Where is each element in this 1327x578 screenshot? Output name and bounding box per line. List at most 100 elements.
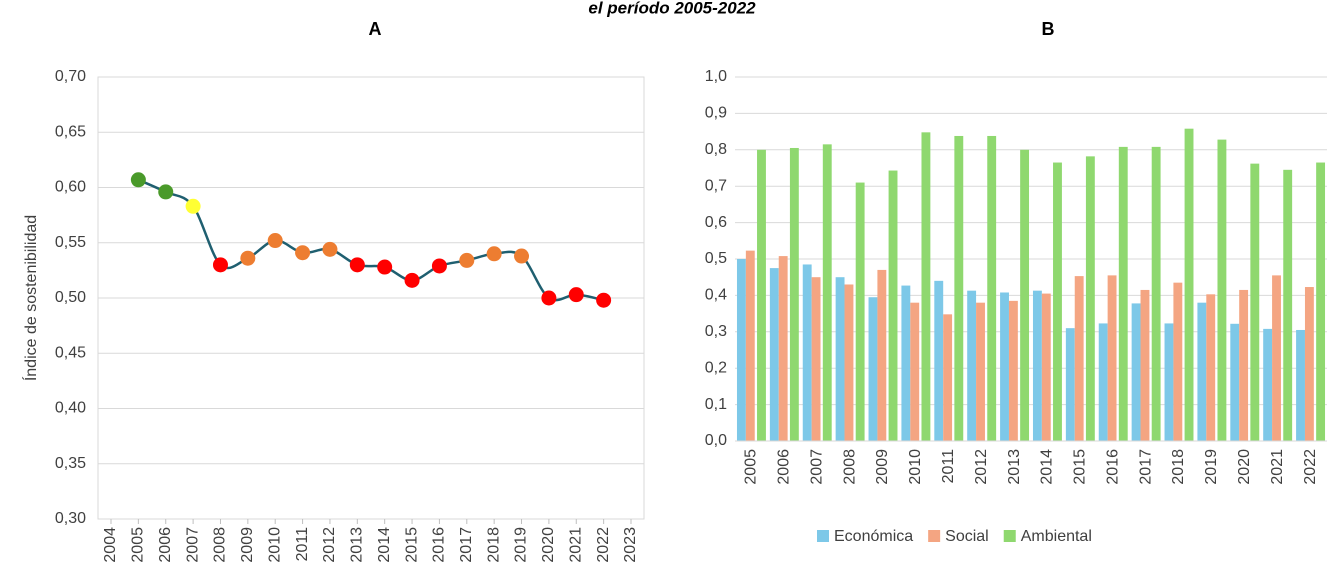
bar <box>976 302 985 441</box>
point <box>486 246 502 262</box>
point <box>267 233 283 249</box>
point <box>377 259 393 275</box>
x-tick-label: 2020 <box>540 527 557 563</box>
bar <box>1239 289 1249 441</box>
bar <box>1230 323 1240 441</box>
x-tick-label: 2012 <box>321 527 338 563</box>
y-tick-label: 0,45 <box>55 344 86 361</box>
y-tick-label: 0,55 <box>55 234 86 251</box>
bar <box>943 314 953 441</box>
bar <box>1272 275 1281 441</box>
y-tick-label: 0,65 <box>55 123 86 140</box>
point <box>240 250 256 266</box>
x-tick-label: 2014 <box>376 527 393 563</box>
y-tick-label: 0,0 <box>705 432 727 449</box>
y-tick-label: 0,40 <box>55 400 86 417</box>
x-tick-label: 2007 <box>184 527 201 563</box>
x-tick-label: 2005 <box>130 527 147 563</box>
y-tick-label: 0,70 <box>55 68 86 85</box>
x-tick-label: 2008 <box>841 449 858 485</box>
bar <box>1184 128 1194 442</box>
bar <box>757 149 766 442</box>
bar <box>1296 329 1305 441</box>
bar <box>1164 323 1174 441</box>
legend-swatch <box>817 530 829 542</box>
x-tick-label: 2021 <box>567 527 584 563</box>
bar <box>822 144 832 441</box>
y-tick-label: 0,5 <box>705 250 727 267</box>
bar <box>1250 163 1260 441</box>
bar <box>1140 289 1150 441</box>
bar <box>1107 275 1117 441</box>
bar <box>769 268 779 441</box>
x-tick-label: 2018 <box>1170 449 1187 485</box>
bar <box>987 135 997 441</box>
x-tick-label: 2006 <box>776 449 793 485</box>
bar <box>811 277 821 441</box>
y-tick-label: 0,30 <box>55 510 86 527</box>
chart-title: B <box>1042 19 1055 39</box>
x-tick-label: 2023 <box>622 527 639 563</box>
bar <box>954 135 964 441</box>
bar <box>910 302 920 441</box>
point <box>185 198 201 214</box>
legend-label: Económica <box>834 528 913 545</box>
bar <box>802 264 812 441</box>
y-tick-label: 0,2 <box>705 359 727 376</box>
bar <box>1217 139 1227 441</box>
x-tick-label: 2011 <box>294 527 311 562</box>
line <box>137 178 604 302</box>
legend-swatch <box>1003 530 1016 542</box>
bar <box>745 250 755 441</box>
x-tick-label: 2009 <box>874 449 891 485</box>
bar <box>1173 282 1183 441</box>
legend-label: Social <box>945 528 989 545</box>
y-tick-label: 0,8 <box>705 141 727 158</box>
point <box>541 290 557 306</box>
x-tick-label: 2015 <box>1072 449 1089 485</box>
bar <box>877 269 887 441</box>
bar <box>844 284 854 441</box>
x-tick-label: 2013 <box>349 527 366 563</box>
x-tick-label: 2007 <box>808 449 825 485</box>
y-tick-label: 0,3 <box>705 323 727 340</box>
bar <box>835 277 845 441</box>
point <box>158 184 174 200</box>
bar <box>1041 293 1051 441</box>
x-tick-label: 2010 <box>266 527 283 563</box>
bar <box>868 297 878 441</box>
bar <box>1065 328 1075 441</box>
x-tick-label: 2022 <box>595 527 612 563</box>
y-tick-label: 0,7 <box>705 177 727 194</box>
x-tick-label: 2012 <box>973 449 990 485</box>
bar <box>921 132 931 441</box>
x-tick-label: 2014 <box>1039 449 1056 485</box>
bar <box>1263 328 1273 441</box>
bar <box>1316 162 1326 442</box>
x-tick-label: 2022 <box>1302 449 1319 485</box>
y-tick-label: 0,1 <box>705 396 727 413</box>
point <box>322 241 338 257</box>
x-tick-label: 2010 <box>907 449 924 485</box>
x-tick-label: 2011 <box>940 449 957 484</box>
subtitle: el período 2005-2022 <box>588 0 756 17</box>
bar <box>736 259 746 441</box>
y-tick-label: 1,0 <box>705 68 727 85</box>
x-tick-label: 2019 <box>1203 449 1220 485</box>
point <box>349 257 365 273</box>
bar <box>1085 156 1095 442</box>
point <box>431 258 447 274</box>
bar <box>1053 162 1062 442</box>
x-tick-label: 2020 <box>1236 449 1253 485</box>
bar <box>888 170 898 441</box>
bar <box>778 256 788 441</box>
point <box>212 257 228 273</box>
x-tick-label: 2008 <box>212 527 229 563</box>
point <box>295 245 311 261</box>
x-tick-label: 2017 <box>1137 449 1154 485</box>
bar <box>1008 300 1018 441</box>
y-tick-label: 0,60 <box>55 179 86 196</box>
y-tick-label: 0,50 <box>55 289 86 306</box>
x-tick-label: 2017 <box>458 527 475 563</box>
